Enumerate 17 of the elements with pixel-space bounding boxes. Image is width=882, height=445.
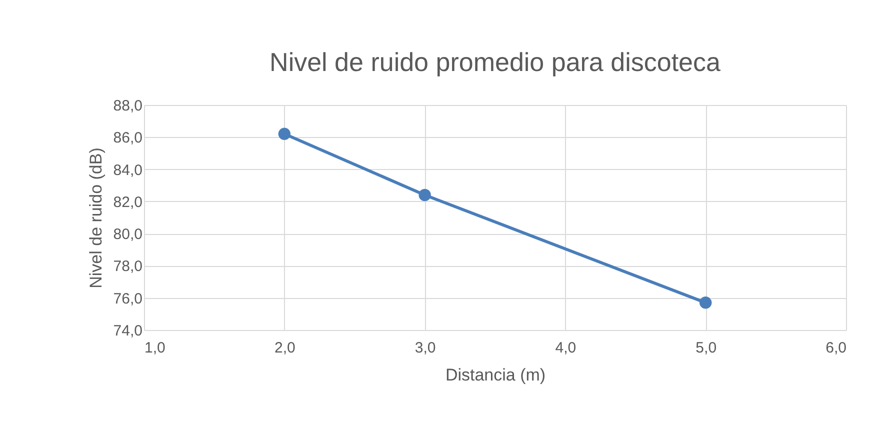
x-tick-label: 1,0 (144, 340, 166, 356)
y-tick-label: 74,0 (113, 322, 142, 340)
x-tick-label: 6,0 (826, 340, 846, 356)
x-tick-label: 5,0 (696, 340, 717, 356)
y-tick-label: 76,0 (113, 290, 142, 308)
x-axis-title: Distancia (m) (445, 366, 546, 384)
y-tick-label: 80,0 (113, 226, 142, 244)
x-tick-label: 2,0 (274, 340, 296, 356)
y-axis-title: Nivel de ruido (dB) (86, 148, 106, 288)
chart-title: Nivel de ruido promedio para discoteca (270, 47, 721, 77)
y-tick-label: 86,0 (113, 130, 142, 147)
y-tick-label: 84,0 (113, 162, 142, 179)
x-tick-label: 3,0 (414, 340, 436, 356)
x-tick-label: 4,0 (555, 340, 576, 356)
y-tick-label: 82,0 (113, 194, 142, 211)
y-tick-label: 88,0 (113, 98, 142, 114)
y-tick-label: 78,0 (113, 258, 142, 276)
